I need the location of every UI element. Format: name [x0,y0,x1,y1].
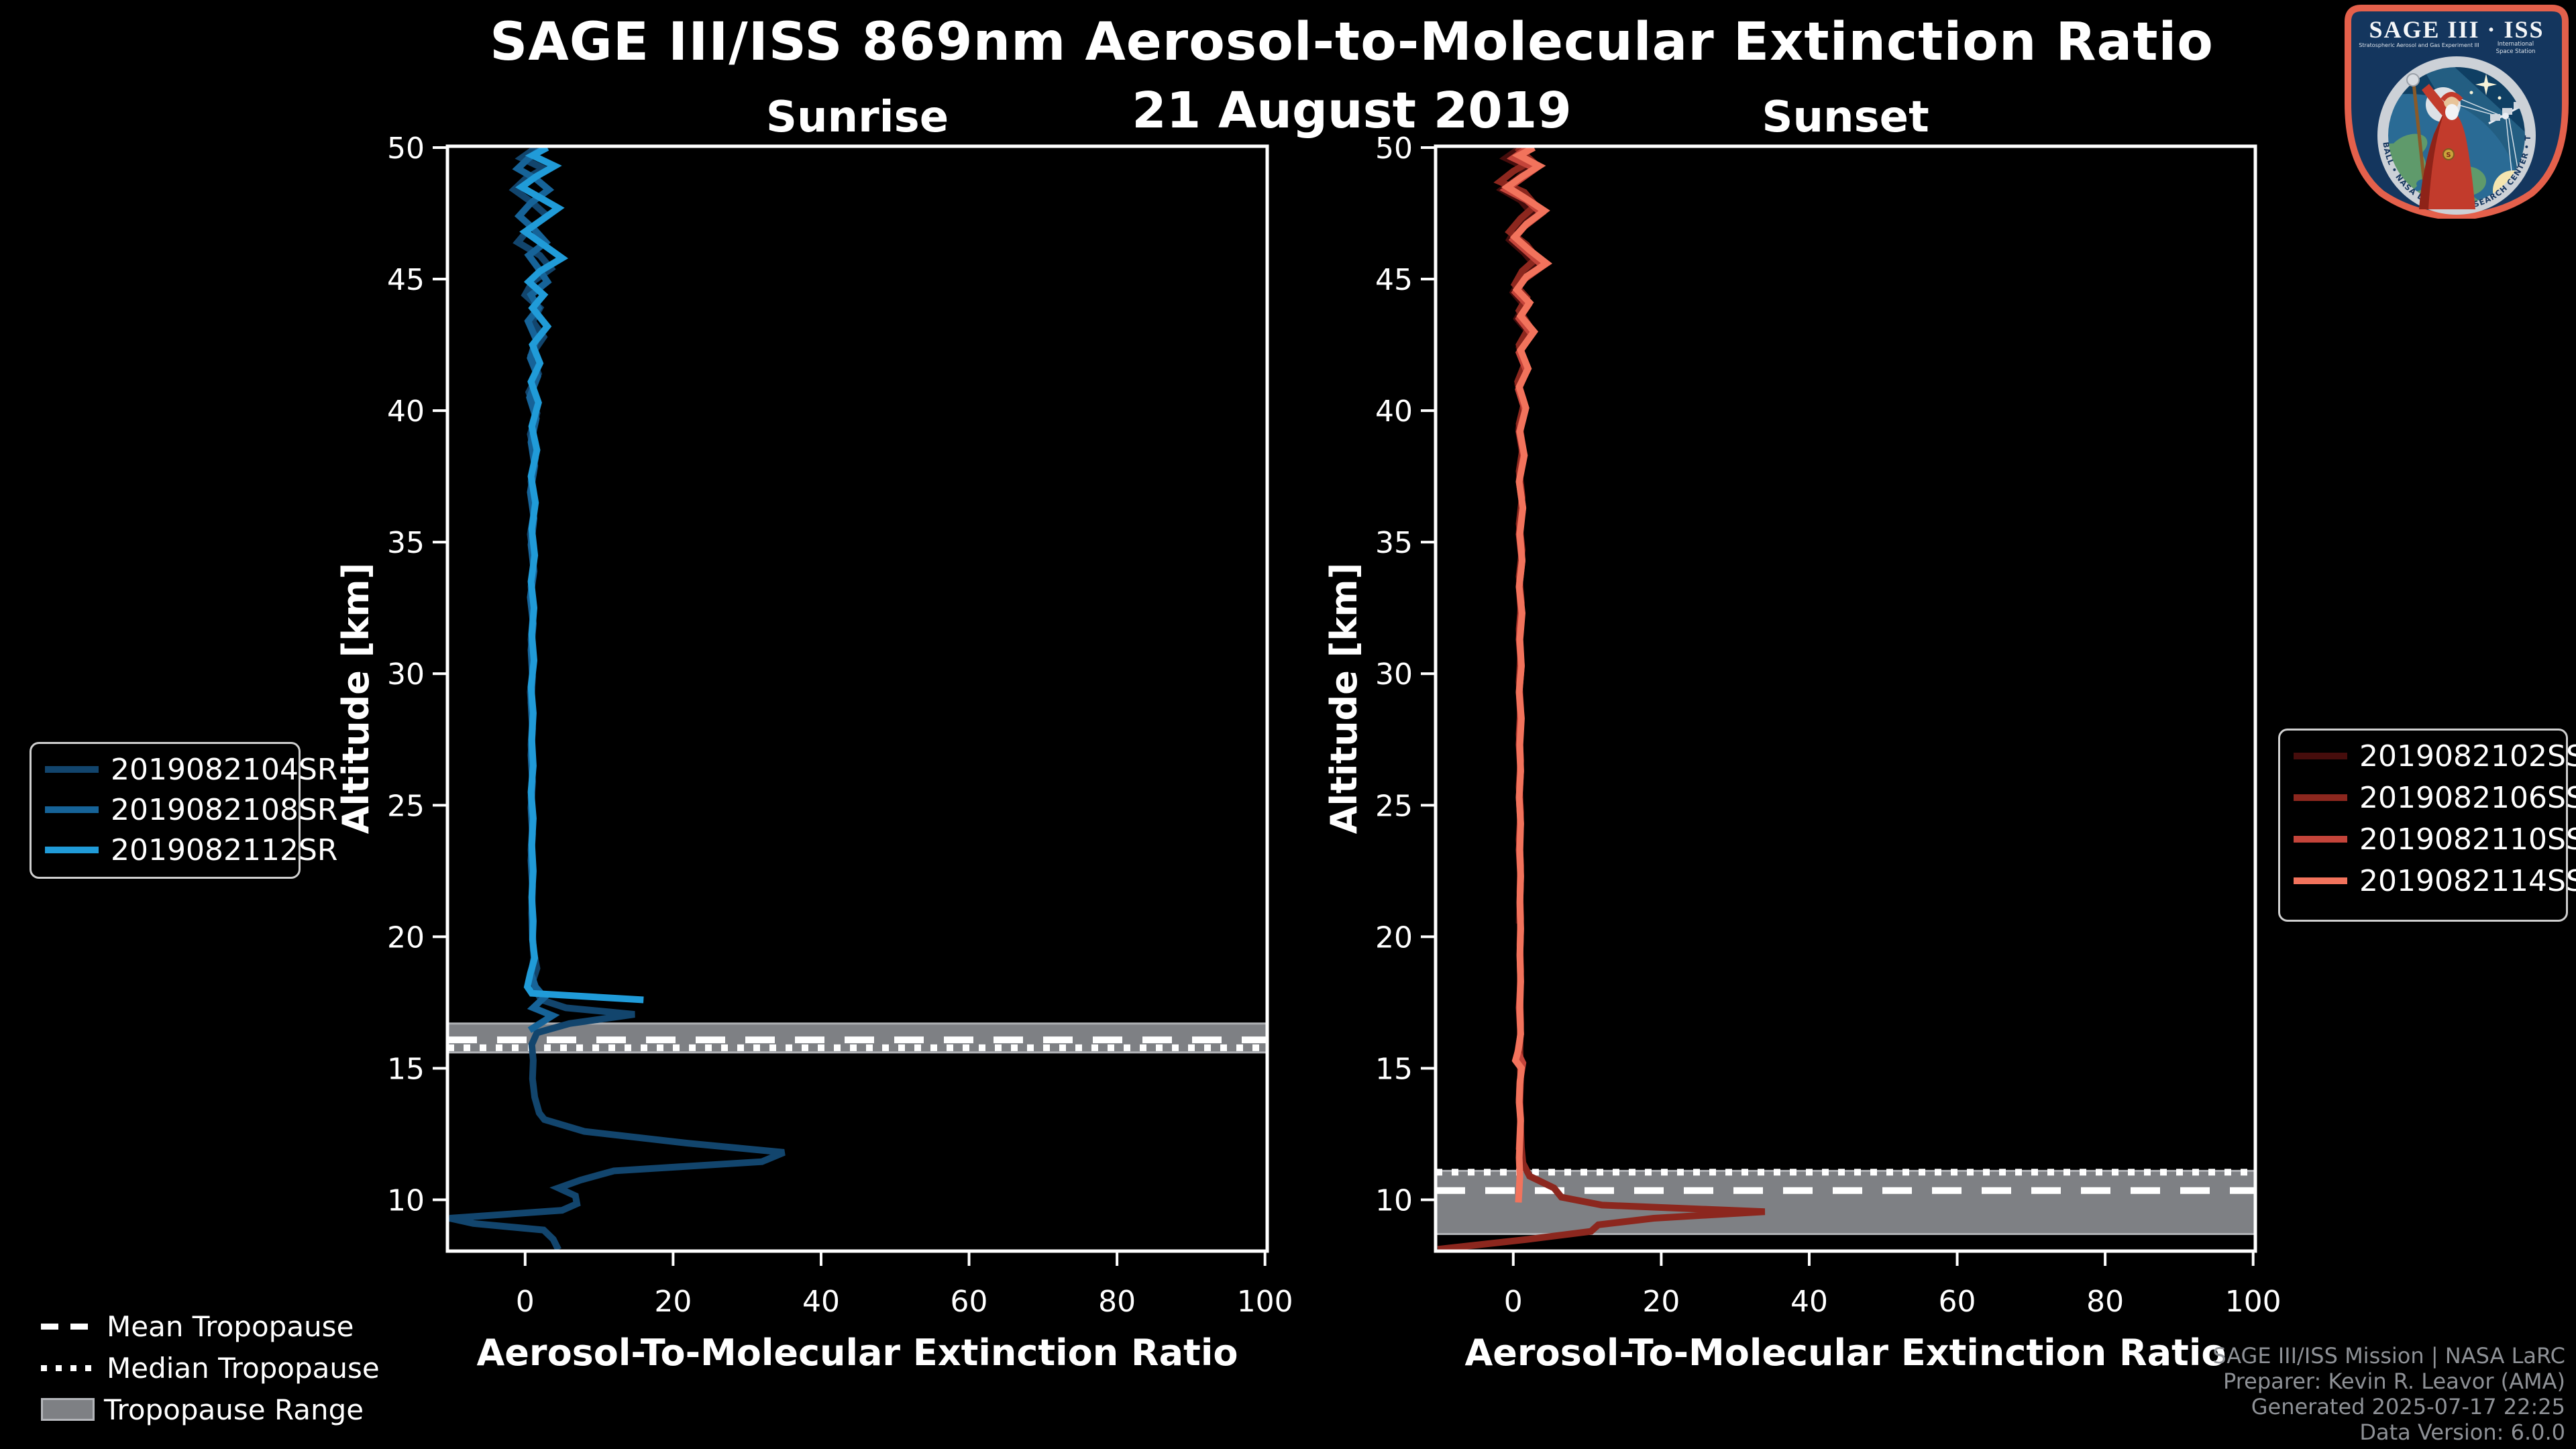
legend-item-2019082110SS: 2019082110SS [2280,819,2576,859]
y-tick-label: 10 [1375,1184,1413,1218]
tropopause-legend-label: Tropopause Range [104,1393,364,1426]
legend-line-swatch [45,847,99,853]
logo-program-right-1: International [2498,41,2534,48]
tropopause-legend-item-dotted: Median Tropopause [39,1347,455,1389]
x-axis-label-sunrise: Aerosol-To-Molecular Extinction Ratio [476,1332,1238,1374]
y-tick-label: 15 [1375,1052,1413,1086]
tropopause-legend-item-dashed: Mean Tropopause [39,1305,455,1347]
y-tick-label: 25 [387,789,425,823]
y-tick-label: 50 [1375,131,1413,166]
dashed-swatch [41,1323,97,1330]
date-subtitle: 21 August 2019 [1132,82,1572,140]
x-tick-label: 100 [2225,1285,2282,1319]
y-axis-label-sunset: Altitude [km] [1323,562,1365,835]
series-line-2019082114SS [1501,146,1552,1203]
x-tick-label: 0 [1504,1285,1523,1319]
panel-title-sunrise: Sunrise [765,93,949,142]
x-tick-label: 80 [2086,1285,2124,1319]
tropopause-legend: Mean Tropopause Median Tropopause Tropopau… [39,1305,455,1440]
y-tick-label: 45 [1375,263,1413,297]
credits-block: SAGE III/ISS Mission | NASA LaRC Prepare… [2212,1343,2565,1445]
y-axis-label-sunrise: Altitude [km] [335,562,377,835]
legend-line-swatch [2294,836,2347,843]
credit-data-version: Data Version: 6.0.0 [2359,1419,2565,1445]
sunrise-plot-area [447,146,1267,1251]
legend-item-label: 2019082104SR [111,752,338,787]
y-tick-label: 30 [1375,657,1413,692]
legend-item-label: 2019082110SS [2359,822,2576,857]
panel-title-sunset: Sunset [1762,93,1929,142]
y-tick-label: 40 [387,394,425,429]
y-tick-label: 20 [387,920,425,955]
tropopause-legend-label: Median Tropopause [107,1351,380,1385]
credit-preparer: Preparer: Kevin R. Leavor (AMA) [2222,1368,2565,1394]
legend-item-2019082106SS: 2019082106SS [2280,777,2576,818]
staff-orb [2406,73,2420,87]
series-line-2019082104SR [449,146,786,1251]
sage-iss-mission-logo: SAGE III · ISS Stratospheric Aerosol and… [2344,4,2569,219]
legend-item-2019082112SR: 2019082112SR [32,830,337,870]
sunrise-legend: 2019082104SR 2019082108SR 2019082112SR [30,742,337,879]
sunset-legend: 2019082102SS 2019082106SS 2019082110SS 2019… [2278,729,2576,922]
series-line-2019082106SS [1437,146,1766,1251]
credit-generated: Generated 2025-07-17 22:25 [2251,1394,2565,1419]
series-line-2019082112SR [515,146,644,1004]
x-tick-label: 0 [516,1285,535,1319]
legend-item-label: 2019082106SS [2359,780,2576,815]
tropopause-legend-item-band: Tropopause Range [39,1389,455,1430]
x-tick-label: 60 [1939,1285,1976,1319]
dotted-swatch [41,1364,97,1371]
y-tick-label: 25 [1375,789,1413,823]
logo-program-left: Stratospheric Aerosol and Gas Experiment… [2359,42,2479,48]
y-tick-label: 30 [387,657,425,692]
y-tick-label: 40 [1375,394,1413,429]
logo-program-right-2: Space Station [2496,48,2536,55]
legend-item-label: 2019082112SR [111,833,338,867]
x-tick-label: 20 [654,1285,692,1319]
band-swatch [41,1398,95,1421]
x-tick-label: 100 [1237,1285,1293,1319]
legend-item-label: 2019082102SS [2359,739,2576,773]
legend-item-2019082102SS: 2019082102SS [2280,736,2576,776]
y-tick-label: 35 [387,526,425,560]
tropopause-range-band [1436,1171,2255,1234]
y-tick-label: 35 [1375,526,1413,560]
x-tick-label: 80 [1098,1285,1136,1319]
tropopause-legend-label: Mean Tropopause [107,1309,354,1343]
legend-line-swatch [2294,877,2347,884]
legend-item-2019082108SR: 2019082108SR [32,790,337,830]
x-axis-label-sunset: Aerosol-To-Molecular Extinction Ratio [1464,1332,2226,1374]
y-tick-label: 15 [387,1052,425,1086]
y-tick-label: 50 [387,131,425,166]
sunset-axes-spines [1434,144,2257,1253]
x-tick-label: 20 [1642,1285,1680,1319]
legend-line-swatch [45,766,99,773]
legend-item-2019082114SS: 2019082114SS [2280,861,2576,901]
legend-item-label: 2019082114SS [2359,863,2576,898]
sunset-plot-area [1436,146,2255,1251]
legend-item-label: 2019082108SR [111,792,338,827]
x-tick-label: 40 [1790,1285,1828,1319]
legend-item-2019082104SR: 2019082104SR [32,749,337,790]
x-tick-label: 60 [951,1285,988,1319]
page-title: SAGE III/ISS 869nm Aerosol-to-Molecular … [490,12,2214,72]
sunrise-axes-spines [445,144,1269,1253]
father-time-figure: S [2406,73,2475,210]
logo-title: SAGE III · ISS [2369,16,2544,43]
legend-line-swatch [2294,753,2347,759]
legend-line-swatch [45,806,99,813]
y-tick-label: 45 [387,263,425,297]
credit-mission: SAGE III/ISS Mission | NASA LaRC [2212,1343,2565,1368]
y-tick-label: 20 [1375,920,1413,955]
legend-line-swatch [2294,794,2347,801]
x-tick-label: 40 [802,1285,840,1319]
y-tick-label: 10 [387,1184,425,1218]
svg-text:S: S [2446,152,2451,159]
